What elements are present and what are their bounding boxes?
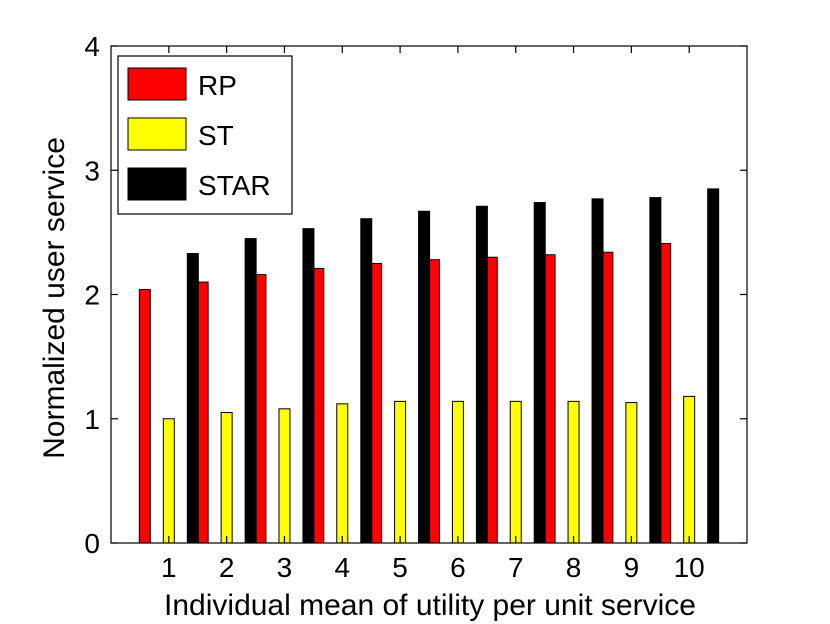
bar-st-3 — [278, 408, 291, 544]
legend-swatch-st — [127, 117, 187, 151]
bar-star-5 — [418, 210, 431, 544]
bar-star-9 — [649, 197, 662, 544]
bar-star-8 — [591, 198, 604, 544]
y-tick-label-1: 1 — [84, 404, 100, 435]
x-tick-label-3: 3 — [277, 552, 293, 583]
bar-star-3 — [302, 228, 315, 544]
legend-label-star: STAR — [198, 170, 271, 201]
x-tick-label-1: 1 — [161, 552, 177, 583]
bar-st-10 — [683, 395, 696, 544]
bar-star-1 — [186, 253, 199, 544]
bar-st-2 — [220, 412, 233, 544]
legend-swatch-rp — [127, 67, 187, 101]
bar-star-4 — [360, 218, 373, 544]
legend-swatch-star — [127, 167, 187, 201]
y-axis-label: Normalized user service — [38, 137, 71, 459]
axes-layer: 0 1 2 3 4 1 2 3 4 5 6 7 8 9 10 — [84, 31, 748, 583]
x-axis-label: Individual mean of utility per unit serv… — [164, 589, 696, 622]
bar-star-7 — [533, 202, 546, 544]
x-tick-label-5: 5 — [392, 552, 408, 583]
x-tick-label-7: 7 — [508, 552, 524, 583]
x-tick-label-2: 2 — [219, 552, 235, 583]
legend-label-st: ST — [198, 120, 234, 151]
bar-st-6 — [451, 400, 464, 544]
y-tick-label-2: 2 — [84, 280, 100, 311]
bar-st-7 — [509, 400, 522, 544]
bar-star-6 — [475, 205, 488, 544]
bar-st-5 — [394, 400, 407, 544]
bar-st-8 — [567, 400, 580, 544]
x-tick-label-4: 4 — [334, 552, 350, 583]
bar-star-10 — [707, 188, 720, 544]
x-tick-label-6: 6 — [450, 552, 466, 583]
x-tick-label-9: 9 — [624, 552, 640, 583]
bar-rp-1 — [138, 289, 151, 544]
legend: RP ST STAR — [117, 55, 293, 215]
x-tick-label-10: 10 — [674, 552, 705, 583]
y-tick-label-3: 3 — [84, 155, 100, 186]
y-tick-label-0: 0 — [84, 528, 100, 559]
bar-st-9 — [625, 402, 638, 544]
y-tick-label-4: 4 — [84, 31, 100, 62]
bar-st-1 — [162, 418, 175, 544]
bar-star-2 — [244, 238, 257, 544]
bar-st-4 — [336, 403, 349, 544]
x-tick-label-8: 8 — [566, 552, 582, 583]
legend-label-rp: RP — [198, 70, 237, 101]
